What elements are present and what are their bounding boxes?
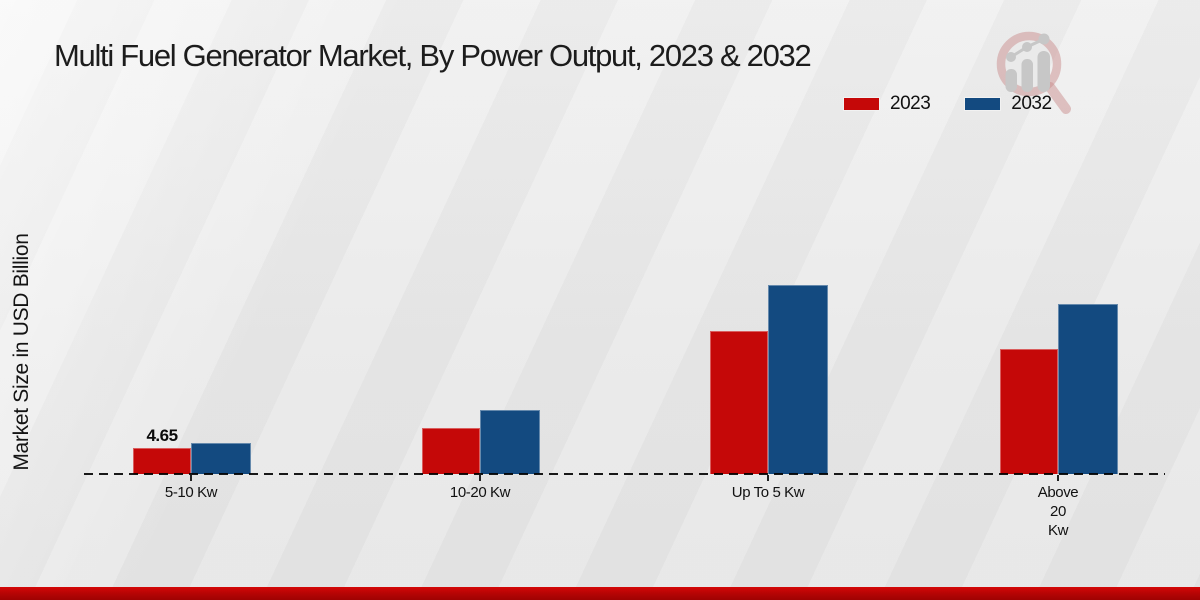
bar-2023-5-10-kw [133, 448, 191, 474]
x-tick-label-above-20-kw: Above 20 Kw [1037, 484, 1079, 539]
magnifier-bar-chart-watermark-icon [996, 31, 1071, 114]
x-axis-tick [479, 475, 481, 481]
x-axis-tick [1057, 475, 1059, 481]
x-tick-label-up-to-5-kw: Up To 5 Kw [731, 484, 805, 501]
bar-2032-above-20-kw [1058, 304, 1118, 474]
x-axis-tick [190, 475, 192, 481]
bar-2023-10-20-kw [422, 428, 480, 474]
bar-2023-above-20-kw [1000, 349, 1058, 474]
x-tick-label-10-20-kw: 10-20 Kw [449, 484, 511, 501]
legend-swatch-2023 [843, 97, 880, 111]
legend: 2023 2032 [843, 93, 1052, 115]
x-axis-baseline [84, 473, 1165, 475]
legend-swatch-2032 [964, 97, 1002, 111]
bar-2023-up-to-5-kw [710, 331, 768, 474]
footer-accent-band [0, 587, 1200, 600]
legend-item-2032: 2032 [964, 93, 1052, 115]
legend-item-2023: 2023 [843, 93, 931, 115]
legend-label-2032: 2032 [1011, 93, 1052, 114]
legend-label-2023: 2023 [890, 93, 931, 114]
bar-2032-up-to-5-kw [768, 285, 828, 474]
x-tick-label-5-10-kw: 5-10 Kw [164, 484, 218, 501]
bar-2032-10-20-kw [480, 410, 540, 474]
chart-title: Multi Fuel Generator Market, By Power Ou… [54, 38, 812, 73]
bar-value-label: 4.65 [146, 426, 178, 445]
x-axis-tick [767, 475, 769, 481]
bar-2032-5-10-kw [191, 443, 251, 474]
